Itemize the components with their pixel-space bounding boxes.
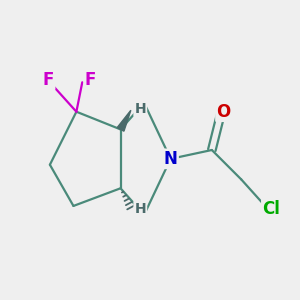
Polygon shape	[117, 110, 131, 131]
Text: H: H	[134, 102, 146, 116]
Text: F: F	[85, 71, 96, 89]
Text: Cl: Cl	[262, 200, 280, 218]
Text: H: H	[134, 202, 146, 216]
Text: N: N	[164, 150, 178, 168]
Text: O: O	[217, 103, 231, 121]
Text: F: F	[43, 71, 54, 89]
